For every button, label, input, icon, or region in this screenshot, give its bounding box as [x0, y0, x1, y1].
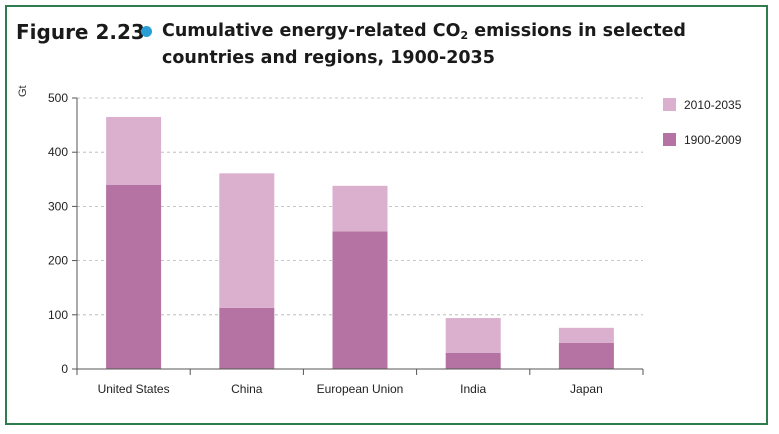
legend-label: 1900-2009 — [684, 133, 742, 147]
y-tick-label: 500 — [48, 91, 68, 105]
x-tick-label: China — [231, 382, 263, 396]
y-axis-ticks: 0 100 200 300 400 500 — [48, 91, 78, 376]
bar-1900-2009-japan — [558, 342, 614, 369]
legend-swatch — [663, 98, 676, 111]
bars — [106, 116, 614, 369]
figure-label: Figure 2.23 — [16, 20, 145, 44]
x-tick-label: Japan — [570, 382, 603, 396]
legend-label: 2010-2035 — [684, 98, 742, 112]
y-tick-label: 400 — [48, 145, 68, 159]
bar-2010-2035-india — [445, 318, 501, 353]
bar-2010-2035-united-states — [106, 116, 162, 185]
x-tick-label: European Union — [317, 382, 404, 396]
figure-title: Cumulative energy-related CO2 emissions … — [162, 21, 686, 68]
legend-swatch — [663, 133, 676, 146]
y-tick-label: 0 — [61, 362, 68, 376]
x-tick-label: India — [460, 382, 486, 396]
y-tick-label: 200 — [48, 254, 68, 268]
bar-1900-2009-united-states — [106, 184, 162, 369]
bar-1900-2009-china — [219, 307, 275, 369]
bar-1900-2009-india — [445, 352, 501, 369]
bar-2010-2035-china — [219, 173, 275, 308]
x-tick-label: United States — [98, 382, 170, 396]
x-axis: United States China European Union India Jap… — [76, 368, 644, 396]
y-tick-label: 300 — [48, 199, 68, 213]
bar-2010-2035-european-union — [332, 185, 388, 232]
bullet-dot-icon — [141, 26, 152, 37]
bar-2010-2035-japan — [558, 327, 614, 343]
legend: 2010-2035 1900-2009 — [663, 98, 742, 147]
bar-1900-2009-european-union — [332, 231, 388, 369]
y-tick-label: 100 — [48, 308, 68, 322]
